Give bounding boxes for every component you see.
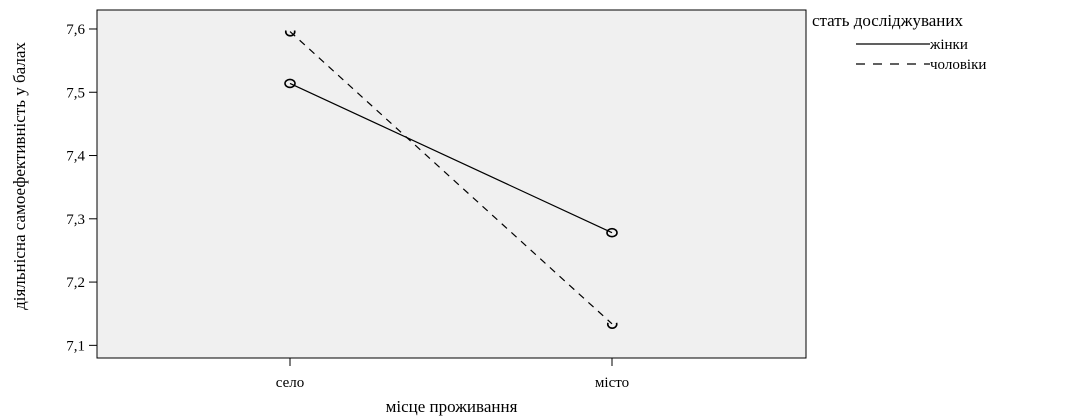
y-tick-label: 7,6	[66, 22, 85, 38]
series-2	[284, 30, 618, 329]
data-point-marker	[606, 227, 618, 238]
legend-item: жінки	[856, 37, 968, 53]
y-axis-ticks: 7,1 7,2 7,3 7,4 7,5 7,6	[66, 22, 97, 354]
plot-area	[96, 9, 807, 359]
x-tick-label: село	[276, 375, 304, 391]
legend-title: стать досліджуваних	[812, 11, 963, 30]
y-axis-title: діяльнісна самоефективність у балах	[10, 42, 29, 310]
y-tick-label: 7,2	[66, 275, 85, 291]
y-tick-label: 7,5	[66, 85, 85, 101]
x-axis-title: місце проживання	[386, 397, 518, 416]
legend: стать досліджуваних жінки чоловіки	[812, 11, 986, 73]
x-tick-label: місто	[595, 375, 629, 391]
legend-label: чоловіки	[930, 57, 986, 73]
y-tick-label: 7,4	[66, 149, 85, 165]
series-layer	[284, 30, 618, 329]
y-tick-label: 7,3	[66, 212, 85, 228]
data-point-marker	[284, 30, 296, 37]
legend-label: жінки	[929, 37, 968, 53]
series-1	[284, 78, 618, 238]
series-line	[289, 82, 613, 234]
data-point-marker	[606, 322, 618, 329]
y-tick-label: 7,1	[66, 338, 85, 354]
legend-items: жінки чоловіки	[856, 37, 986, 73]
data-point-marker	[284, 78, 296, 89]
legend-item: чоловіки	[856, 57, 986, 73]
x-axis-ticks: село місто	[276, 358, 629, 391]
